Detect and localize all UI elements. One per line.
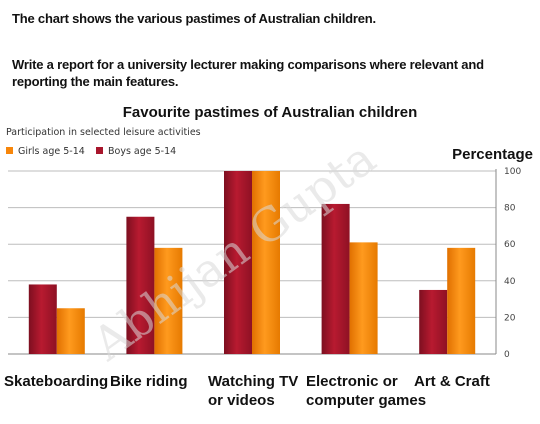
legend-swatch	[6, 147, 13, 154]
task-line-1: The chart shows the various pastimes of …	[12, 11, 376, 26]
bar-boys	[126, 216, 155, 354]
bar-boys	[321, 203, 350, 354]
x-category-label: Skateboarding	[4, 373, 108, 390]
y-tick-label: 20	[504, 313, 516, 323]
bar-girls	[56, 308, 85, 354]
y-tick-label: 80	[504, 204, 516, 214]
task-line-2: Write a report for a university lecturer…	[12, 57, 484, 89]
bar-boys	[224, 171, 252, 354]
legend-label: Boys age 5-14	[108, 146, 176, 157]
x-category-labels: Skateboarding Bike riding Watching TV or vi…	[4, 373, 490, 409]
bar-girls	[447, 247, 476, 354]
bar-boys	[28, 284, 57, 354]
x-category-label: Electronic or	[306, 373, 398, 390]
y-tick-label: 0	[504, 350, 510, 360]
bar-girls	[154, 247, 183, 354]
y-tick-label: 60	[504, 240, 516, 250]
legend-label: Girls age 5-14	[18, 146, 85, 157]
bar-boys	[419, 289, 448, 354]
y-tick-label: 100	[504, 167, 521, 177]
x-category-label: computer games	[306, 392, 426, 409]
chart-title: Favourite pastimes of Australian childre…	[123, 104, 418, 121]
x-category-label: Bike riding	[110, 373, 188, 390]
x-category-label: Art & Craft	[414, 373, 490, 390]
y-axis-label: Percentage	[452, 146, 533, 163]
bar-girls	[349, 242, 378, 354]
bar-girls	[252, 171, 280, 354]
bars	[28, 171, 476, 354]
legend: Girls age 5-14 Boys age 5-14	[6, 146, 176, 157]
x-category-label: Watching TV	[208, 373, 298, 390]
x-category-label: or videos	[208, 392, 275, 409]
legend-swatch	[96, 147, 103, 154]
chart-subtitle: Participation in selected leisure activi…	[6, 127, 201, 138]
y-tick-label: 40	[504, 277, 516, 287]
y-tick-labels: 0 20 40 60 80 100	[504, 167, 521, 360]
